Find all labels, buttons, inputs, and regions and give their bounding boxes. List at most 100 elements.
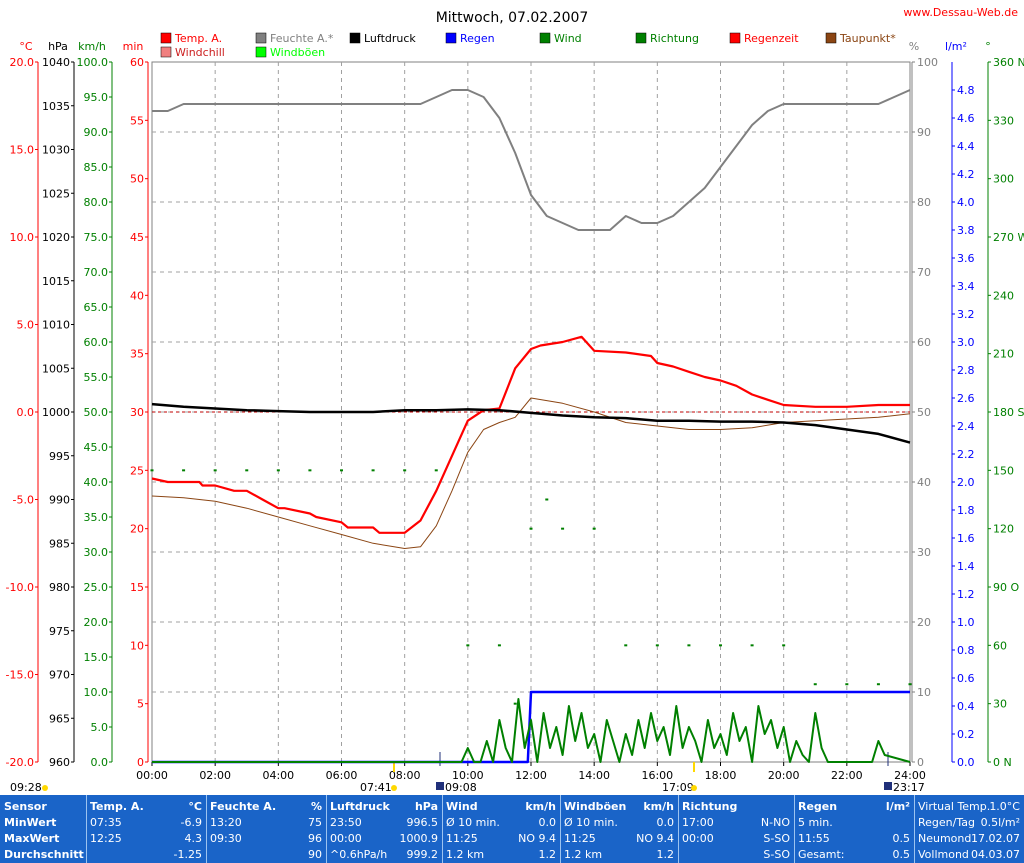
axis-tick-label: 60 <box>917 336 931 349</box>
sun-icon <box>691 785 697 791</box>
axis-tick-label: 10.0 <box>84 686 109 699</box>
axis-tick-label: 1.0 <box>957 616 975 629</box>
axis-tick-label: 980 <box>49 581 70 594</box>
statistics-footer: Sensor MinWert MaxWert Durchschnitt Temp. A.… <box>0 795 1024 863</box>
axis-tick-label: 60.0 <box>84 336 109 349</box>
footer-cell-time: Ø 10 min. <box>446 816 500 829</box>
axis-tick-label: 965 <box>49 712 70 725</box>
sun-icon <box>391 785 397 791</box>
axis-tick-label: 180 S <box>993 406 1024 419</box>
legend-swatch <box>825 32 837 44</box>
axis-tick-label: 0.0 <box>17 406 35 419</box>
footer-cell-value: 90 <box>308 848 322 861</box>
footer-separator <box>560 795 561 863</box>
legend-swatch <box>635 32 647 44</box>
direction-point <box>908 683 912 686</box>
footer-separator <box>86 795 87 863</box>
footer-cell-time: 09:30 <box>210 832 242 845</box>
legend-label: Wind <box>554 32 582 45</box>
axis-tick-label: 70 <box>917 266 931 279</box>
axis-tick-label: 4.6 <box>957 112 975 125</box>
footer-header: Sensor <box>4 800 47 813</box>
legend-swatch <box>445 32 457 44</box>
direction-point <box>434 469 438 472</box>
axis-tick-label: -10.0 <box>6 581 34 594</box>
footer-header: Wind <box>446 800 478 813</box>
legend-label: Richtung <box>650 32 699 45</box>
moonrise-time: 09:08 <box>445 781 477 794</box>
direction-point <box>845 683 849 686</box>
time-tick-label: 10:00 <box>452 769 484 782</box>
direction-point <box>545 498 549 501</box>
footer-cell-time: 00:00 <box>682 832 714 845</box>
axis-tick-label: 10 <box>130 639 144 652</box>
footer-cell-value: S-SO <box>763 832 790 845</box>
axis-tick-label: 40.0 <box>84 476 109 489</box>
axis-tick-label: -5.0 <box>13 494 34 507</box>
axis-tick-label: 15.0 <box>10 144 35 157</box>
axis-tick-label: 4.0 <box>957 196 975 209</box>
axis-tick-label: 210 <box>993 348 1014 361</box>
axis-tick-label: 0.6 <box>957 672 975 685</box>
axis-tick-label: 300 <box>993 173 1014 186</box>
footer-separator <box>326 795 327 863</box>
legend-label: Feuchte A.* <box>270 32 334 45</box>
footer-cell-value: -1.25 <box>173 848 202 861</box>
axis-tick-label: 50 <box>917 406 931 419</box>
axis-tick-label: 80.0 <box>84 196 109 209</box>
time-tick-label: 20:00 <box>768 769 800 782</box>
time-tick-label: 04:00 <box>262 769 294 782</box>
axis-tick-label: 25.0 <box>84 581 109 594</box>
axis-tick-label: 3.2 <box>957 308 975 321</box>
taupunkt-line <box>151 397 911 549</box>
axis-tick-label: 5.0 <box>91 721 109 734</box>
axis-tick-label: 95.0 <box>84 91 109 104</box>
direction-point <box>403 469 407 472</box>
footer-cell-time: Ø 10 min. <box>564 816 618 829</box>
time-tick-label: 22:00 <box>831 769 863 782</box>
sunset-time: 17:09 <box>662 781 694 794</box>
axis-tick-label: 90 O <box>993 581 1019 594</box>
axis-tick-label: 55.0 <box>84 371 109 384</box>
axis-tick-label: 75.0 <box>84 231 109 244</box>
footer-separator <box>914 795 915 863</box>
axis-tick-label: 5 <box>137 698 144 711</box>
direction-point <box>750 644 754 647</box>
axis-tick-label: 1.2 <box>957 588 975 601</box>
footer-cell-value: 0.0 <box>538 816 557 829</box>
footer-info-value: 1.0°C <box>989 800 1020 813</box>
footer-cell-value: 1.2 <box>538 848 557 861</box>
direction-point <box>813 683 817 686</box>
footer-cell-value: NO 9.4 <box>518 832 556 845</box>
axis-tick-label: 3.6 <box>957 252 975 265</box>
axis-tick-label: 0 N <box>993 756 1012 769</box>
footer-row-label: MinWert <box>4 816 57 829</box>
axis-tick-label: 970 <box>49 669 70 682</box>
direction-point <box>276 469 280 472</box>
footer-column: Richtung 17:00 N-NO 00:00 S-SO S-SO <box>678 795 794 863</box>
footer-row-label: Durchschnitt <box>4 848 84 861</box>
axis-tick-label: 0 <box>137 756 144 769</box>
moonset-time: 09:28 <box>10 781 42 794</box>
axis-tick-label: 4.4 <box>957 140 975 153</box>
footer-info-value: 0.5l/m² <box>980 816 1020 829</box>
footer-separator <box>206 795 207 863</box>
axis-tick-label: 0.4 <box>957 700 975 713</box>
axis-tick-label: 2.6 <box>957 392 975 405</box>
axis-tick-label: 20.0 <box>10 56 35 69</box>
feuchte-a-line <box>152 89 911 231</box>
temp-axis-unit: °C <box>19 40 33 53</box>
axis-tick-label: 4.8 <box>957 84 975 97</box>
direction-point <box>876 683 880 686</box>
axis-tick-label: 995 <box>49 450 70 463</box>
axis-tick-label: 1030 <box>42 144 70 157</box>
footer-cell-time: 5 min. <box>798 816 833 829</box>
legend-swatch <box>539 32 551 44</box>
axis-tick-label: 30 <box>917 546 931 559</box>
time-tick-label: 12:00 <box>515 769 547 782</box>
axis-tick-label: 1020 <box>42 231 70 244</box>
footer-separator <box>794 795 795 863</box>
axis-tick-label: 50 <box>130 173 144 186</box>
axis-tick-label: 1.4 <box>957 560 975 573</box>
time-tick-label: 16:00 <box>641 769 673 782</box>
